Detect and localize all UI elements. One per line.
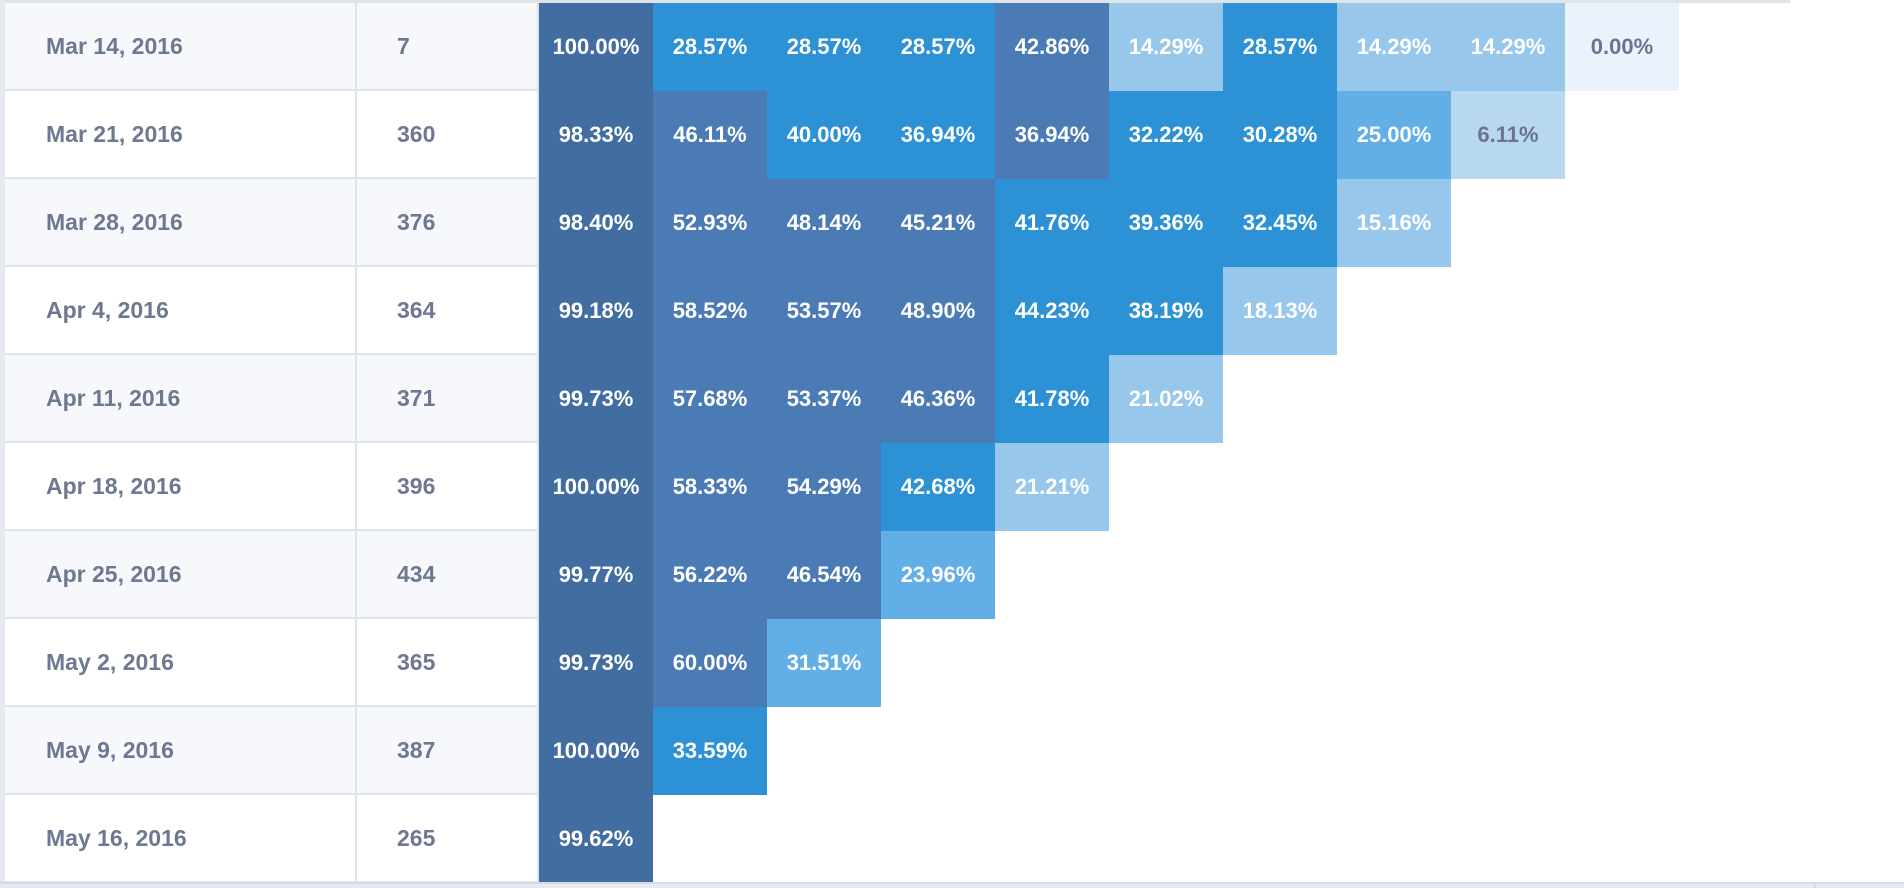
retention-cell[interactable]: 100.00%: [539, 707, 653, 795]
horizontal-scrollbar[interactable]: [0, 882, 1904, 888]
table-row: May 9, 2016 387 100.00% 33.59%: [5, 707, 1679, 795]
retention-cell[interactable]: 30.28%: [1223, 91, 1337, 179]
retention-cell[interactable]: 52.93%: [653, 179, 767, 267]
cohort-date: Apr 25, 2016: [5, 531, 357, 619]
retention-cell[interactable]: 42.68%: [881, 443, 995, 531]
retention-cell[interactable]: 58.52%: [653, 267, 767, 355]
retention-cell[interactable]: 21.02%: [1109, 355, 1223, 443]
cohort-size: 371: [357, 355, 539, 443]
retention-cell[interactable]: 42.86%: [995, 3, 1109, 91]
cohort-size: 364: [357, 267, 539, 355]
cohort-date: Apr 4, 2016: [5, 267, 357, 355]
cohort-date: Apr 18, 2016: [5, 443, 357, 531]
retention-cell[interactable]: 58.33%: [653, 443, 767, 531]
cohort-size: 265: [357, 795, 539, 883]
cohort-date: May 9, 2016: [5, 707, 357, 795]
retention-cell[interactable]: 39.36%: [1109, 179, 1223, 267]
cohort-size: 7: [357, 3, 539, 91]
retention-cell[interactable]: 48.90%: [881, 267, 995, 355]
retention-cell[interactable]: 21.21%: [995, 443, 1109, 531]
retention-cell[interactable]: 25.00%: [1337, 91, 1451, 179]
cohort-size: 360: [357, 91, 539, 179]
retention-cell[interactable]: 14.29%: [1109, 3, 1223, 91]
table-row: Mar 21, 2016 360 98.33% 46.11% 40.00% 36.94% 3…: [5, 91, 1679, 179]
retention-cell[interactable]: 0.00%: [1565, 3, 1679, 91]
table-row: Apr 4, 2016 364 99.18% 58.52% 53.57% 48.90% 44…: [5, 267, 1679, 355]
retention-cell[interactable]: 45.21%: [881, 179, 995, 267]
retention-cell[interactable]: 44.23%: [995, 267, 1109, 355]
retention-cell[interactable]: 6.11%: [1451, 91, 1565, 179]
cohort-size: 387: [357, 707, 539, 795]
table-row: Apr 25, 2016 434 99.77% 56.22% 46.54% 23.96%: [5, 531, 1679, 619]
table-row: Apr 18, 2016 396 100.00% 58.33% 54.29% 42.68%…: [5, 443, 1679, 531]
retention-cell[interactable]: 46.11%: [653, 91, 767, 179]
retention-cell[interactable]: 99.18%: [539, 267, 653, 355]
cohort-date: Apr 11, 2016: [5, 355, 357, 443]
retention-cell[interactable]: 33.59%: [653, 707, 767, 795]
cohort-size: 365: [357, 619, 539, 707]
retention-cell[interactable]: 41.76%: [995, 179, 1109, 267]
cohort-size: 434: [357, 531, 539, 619]
retention-cell[interactable]: 40.00%: [767, 91, 881, 179]
retention-cell[interactable]: 99.77%: [539, 531, 653, 619]
retention-cell[interactable]: 54.29%: [767, 443, 881, 531]
retention-cell[interactable]: 28.57%: [767, 3, 881, 91]
retention-cell[interactable]: 32.45%: [1223, 179, 1337, 267]
retention-cell[interactable]: 38.19%: [1109, 267, 1223, 355]
cohort-date: May 2, 2016: [5, 619, 357, 707]
retention-cell[interactable]: 14.29%: [1451, 3, 1565, 91]
retention-cell[interactable]: 36.94%: [881, 91, 995, 179]
retention-cell[interactable]: 31.51%: [767, 619, 881, 707]
retention-cell[interactable]: 28.57%: [881, 3, 995, 91]
retention-cell[interactable]: 15.16%: [1337, 179, 1451, 267]
cohort-date: Mar 21, 2016: [5, 91, 357, 179]
retention-cell[interactable]: 99.73%: [539, 355, 653, 443]
retention-cell[interactable]: 98.40%: [539, 179, 653, 267]
retention-cell[interactable]: 100.00%: [539, 3, 653, 91]
retention-cell[interactable]: 23.96%: [881, 531, 995, 619]
retention-cell[interactable]: 60.00%: [653, 619, 767, 707]
table-row: Apr 11, 2016 371 99.73% 57.68% 53.37% 46.36% 4…: [5, 355, 1679, 443]
retention-cell[interactable]: 14.29%: [1337, 3, 1451, 91]
retention-cell[interactable]: 41.78%: [995, 355, 1109, 443]
table-row: Mar 14, 2016 7 100.00% 28.57% 28.57% 28.57% 42…: [5, 3, 1679, 91]
retention-cell[interactable]: 99.62%: [539, 795, 653, 883]
retention-cell[interactable]: 18.13%: [1223, 267, 1337, 355]
retention-cell[interactable]: 36.94%: [995, 91, 1109, 179]
table-row: Mar 28, 2016 376 98.40% 52.93% 48.14% 45.21% 4…: [5, 179, 1679, 267]
retention-cohort-table: Mar 14, 2016 7 100.00% 28.57% 28.57% 28.57% 42…: [5, 3, 1679, 883]
retention-cell[interactable]: 53.57%: [767, 267, 881, 355]
retention-cell[interactable]: 100.00%: [539, 443, 653, 531]
table-row: May 2, 2016 365 99.73% 60.00% 31.51%: [5, 619, 1679, 707]
retention-cell[interactable]: 46.36%: [881, 355, 995, 443]
previous-row-border: [0, 0, 1790, 3]
cohort-date: Mar 28, 2016: [5, 179, 357, 267]
cohort-size: 396: [357, 443, 539, 531]
table-row: May 16, 2016 265 99.62%: [5, 795, 1679, 883]
scrollbar-divider: [1814, 882, 1816, 888]
retention-cell[interactable]: 28.57%: [1223, 3, 1337, 91]
retention-cell[interactable]: 48.14%: [767, 179, 881, 267]
retention-cell[interactable]: 57.68%: [653, 355, 767, 443]
retention-cell[interactable]: 53.37%: [767, 355, 881, 443]
retention-cell[interactable]: 56.22%: [653, 531, 767, 619]
retention-cell[interactable]: 28.57%: [653, 3, 767, 91]
retention-cell[interactable]: 32.22%: [1109, 91, 1223, 179]
retention-cell[interactable]: 99.73%: [539, 619, 653, 707]
cohort-date: Mar 14, 2016: [5, 3, 357, 91]
retention-cell[interactable]: 46.54%: [767, 531, 881, 619]
cohort-size: 376: [357, 179, 539, 267]
cohort-date: May 16, 2016: [5, 795, 357, 883]
retention-cell[interactable]: 98.33%: [539, 91, 653, 179]
